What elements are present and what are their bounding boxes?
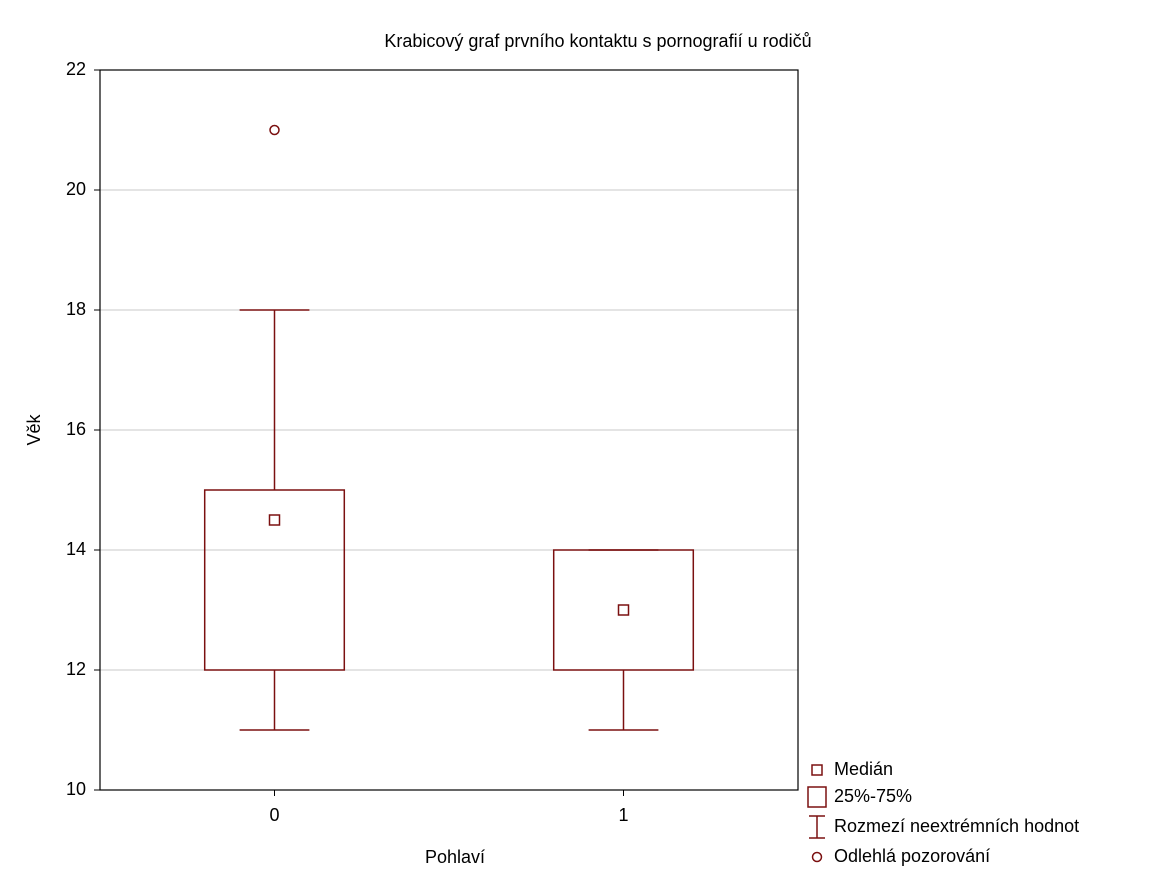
y-tick-label: 18	[66, 299, 86, 319]
x-tick-label: 1	[618, 805, 628, 825]
outlier	[269, 124, 280, 136]
median	[617, 604, 630, 616]
legend: Medián 25%-75% Rozmezí neextrémních hodnot…	[807, 759, 1079, 866]
y-tick-label: 22	[66, 59, 86, 79]
legend-label: Medián	[834, 759, 893, 779]
legend-label: Odlehlá pozorování	[834, 846, 990, 866]
median	[268, 514, 281, 526]
y-tick-label: 20	[66, 179, 86, 199]
y-tick-label: 12	[66, 659, 86, 679]
legend-box-icon	[807, 786, 827, 808]
y-tick-label: 14	[66, 539, 86, 559]
y-tick-label: 10	[66, 779, 86, 799]
y-tick-label: 16	[66, 419, 86, 439]
legend-label: Rozmezí neextrémních hodnot	[834, 816, 1079, 836]
box	[203, 489, 346, 671]
legend-median-icon	[811, 764, 823, 776]
legend-outlier-icon	[811, 851, 823, 863]
x-axis-label: Pohlaví	[425, 847, 485, 867]
y-axis-label: Věk	[24, 413, 44, 445]
chart-title: Krabicový graf prvního kontaktu s pornog…	[384, 31, 811, 51]
box	[552, 549, 695, 671]
plot-frame	[99, 69, 799, 791]
x-tick-label: 0	[269, 805, 279, 825]
legend-label: 25%-75%	[834, 786, 912, 806]
legend-whisker-icon	[809, 815, 825, 839]
